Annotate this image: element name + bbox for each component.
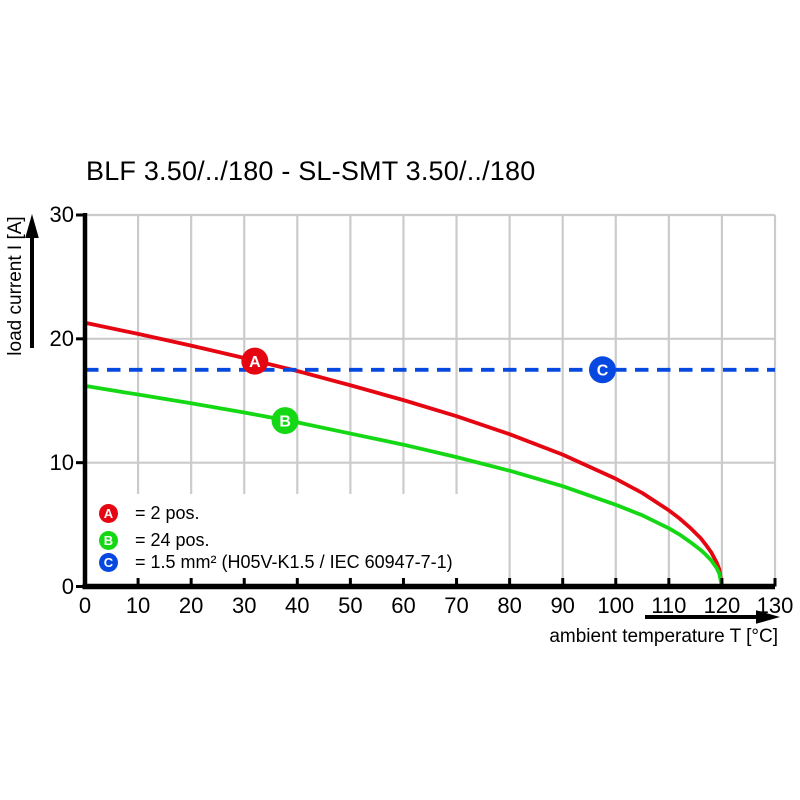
y-axis-arrowhead-icon (25, 214, 39, 238)
x-axis-label: ambient temperature T [°C] (549, 626, 778, 647)
legend-item-c: C = 1.5 mm² (H05V-K1.5 / IEC 60947-7-1) (99, 549, 453, 575)
legend-label-b: = 24 pos. (135, 529, 210, 550)
legend-label-c: = 1.5 mm² (H05V-K1.5 / IEC 60947-7-1) (135, 551, 453, 572)
x-tick-label: 40 (285, 593, 310, 618)
x-tick-label: 120 (703, 593, 741, 618)
x-tick-label: 90 (550, 593, 575, 618)
x-tick-label: 70 (444, 593, 469, 618)
legend-marker-c-icon: C (99, 552, 118, 572)
legend-marker-b-icon: B (99, 530, 118, 550)
legend-item-a: A = 2 pos. (99, 500, 200, 526)
marker-a-icon (241, 347, 269, 375)
x-tick-label: 10 (125, 593, 151, 618)
x-tick-label: 30 (231, 593, 257, 618)
x-tick-label: 0 (78, 593, 92, 618)
curve-b (84, 384, 724, 587)
x-tick-label: 130 (756, 593, 794, 618)
y-axis-label: load current I [A] (5, 216, 26, 356)
chart-title: BLF 3.50/../180 - SL-SMT 3.50/../180 (86, 156, 536, 186)
legend-label-a: = 2 pos. (135, 502, 200, 523)
legend-item-b: B = 24 pos. (99, 527, 210, 553)
y-tick-label: 30 (49, 202, 74, 227)
x-tick-label: 50 (338, 593, 363, 618)
x-tick-label: 110 (651, 593, 687, 618)
y-tick-label: 20 (49, 325, 74, 351)
x-tick-label: 100 (597, 593, 635, 618)
x-tick-label: 80 (497, 593, 522, 618)
marker-c-icon (589, 356, 616, 384)
marker-c-letter: C (597, 363, 609, 380)
legend-background (87, 494, 470, 584)
marker-a-letter: A (249, 354, 261, 371)
legend-marker-a-icon: A (99, 503, 118, 523)
x-axis-arrowhead-icon (756, 610, 780, 624)
marker-b-icon (271, 407, 299, 435)
y-tick-label: 10 (49, 449, 74, 475)
x-tick-label: 20 (178, 593, 204, 618)
marker-b-letter: B (279, 413, 291, 430)
y-tick-label: 0 (61, 573, 74, 599)
x-tick-label: 60 (391, 593, 416, 618)
